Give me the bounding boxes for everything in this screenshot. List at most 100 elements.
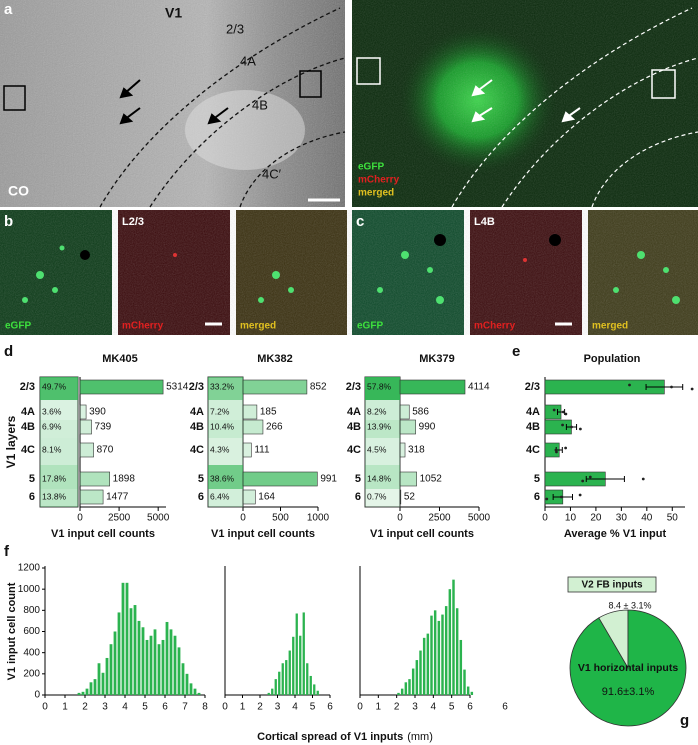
data-point	[588, 475, 592, 479]
y-tick-label: 400	[23, 647, 40, 658]
histogram-bar	[285, 660, 288, 695]
histogram-bar	[404, 682, 408, 695]
bar	[79, 442, 94, 458]
percent-cell	[208, 377, 243, 400]
data-point	[561, 423, 564, 427]
panel-label: e	[512, 343, 520, 360]
data-point	[670, 385, 673, 389]
category-label: 4B	[526, 421, 540, 433]
histogram-bar	[316, 690, 319, 695]
percent-label: 6.9%	[42, 421, 62, 431]
category-label: 4B	[190, 421, 204, 433]
y-tick-label: 200	[23, 668, 40, 679]
category-label: 6	[534, 491, 540, 503]
histogram-bar	[292, 636, 295, 695]
panel-label: f	[4, 543, 10, 560]
bar	[242, 404, 258, 420]
histogram-bar	[181, 663, 185, 695]
percent-cell	[40, 438, 78, 465]
layer-label: 4C′	[262, 166, 282, 181]
histogram-bar	[121, 582, 125, 695]
histogram-bar	[101, 672, 105, 695]
data-point	[570, 425, 573, 429]
histogram-bar	[165, 621, 169, 695]
bar	[399, 489, 402, 505]
x-tick-label: 40	[641, 513, 653, 524]
histogram-bar	[85, 688, 89, 695]
percent-label: 17.8%	[42, 473, 67, 483]
x-axis-unit: (mm)	[407, 731, 433, 743]
category-label: 4A	[190, 406, 204, 418]
chart-title: MK379	[419, 353, 454, 365]
panel-label: c	[356, 213, 364, 230]
histogram-bar	[422, 637, 426, 695]
histogram-bar	[113, 631, 117, 695]
chart-title: Population	[584, 353, 641, 365]
bar	[399, 471, 417, 487]
histogram-bar	[93, 679, 97, 695]
value-label: 164	[258, 492, 275, 503]
histogram-bar	[455, 608, 459, 695]
data-point	[641, 477, 645, 481]
bar	[399, 379, 466, 395]
category-label: 4A	[347, 406, 361, 418]
y-tick-label: 600	[23, 626, 40, 637]
percent-label: 13.9%	[367, 421, 392, 431]
y-tick-label: 800	[23, 605, 40, 616]
percent-cell	[365, 489, 400, 507]
data-point	[552, 408, 556, 412]
histogram-bar	[309, 675, 312, 695]
category-label: 4C	[526, 444, 540, 456]
data-point	[561, 410, 565, 414]
percent-cell	[208, 420, 243, 438]
y-tick-label: 1000	[18, 584, 41, 595]
percent-label: 38.6%	[210, 473, 235, 483]
value-label: 991	[320, 474, 337, 485]
percent-label: 7.2%	[210, 406, 230, 416]
slice-label: V1 horizontal inputs	[578, 662, 678, 674]
bar	[242, 379, 308, 395]
percent-cell	[208, 489, 243, 507]
histogram-bar	[157, 644, 161, 695]
x-tick-label: 2500	[108, 513, 131, 524]
histogram-bar	[129, 608, 133, 695]
histogram-bar	[274, 679, 277, 695]
percent-cell	[365, 465, 400, 489]
x-tick-label: 4	[292, 702, 298, 713]
histogram-bar	[125, 582, 129, 695]
x-tick-label: 3	[412, 702, 418, 713]
percent-label: 13.8%	[42, 491, 67, 501]
bar	[399, 419, 416, 435]
histogram-bar	[437, 620, 441, 695]
bar	[79, 471, 110, 487]
category-label: 4A	[526, 406, 540, 418]
panel-label: d	[4, 343, 13, 360]
x-axis-title: V1 input cell counts	[370, 528, 474, 540]
histogram-bar	[149, 635, 153, 695]
bar	[242, 442, 252, 458]
percent-label: 14.8%	[367, 473, 392, 483]
channel-label: mCherry	[122, 321, 164, 332]
data-point	[555, 450, 558, 454]
category-label: 6	[29, 491, 35, 503]
histogram-bar	[306, 663, 309, 695]
histogram-bar	[295, 613, 298, 695]
percent-cell	[208, 465, 243, 489]
percent-label: 57.8%	[367, 381, 392, 391]
data-point	[545, 497, 549, 501]
histogram-bar	[426, 633, 430, 695]
x-tick-label: 0	[397, 513, 403, 524]
histogram-bar	[419, 650, 422, 695]
category-label: 4C	[190, 444, 204, 456]
value-label: 390	[89, 407, 106, 418]
x-tick-label: 4	[431, 702, 437, 713]
histogram-bar	[77, 692, 81, 695]
percent-label: 0.7%	[367, 491, 387, 501]
x-tick-label: 1	[240, 702, 246, 713]
label-box	[567, 576, 657, 593]
histogram-bar	[452, 579, 455, 695]
area-label: V1	[165, 5, 182, 21]
category-label: 2/3	[346, 381, 361, 393]
histogram-bar	[302, 612, 305, 695]
x-tick-label: 0	[42, 702, 48, 713]
